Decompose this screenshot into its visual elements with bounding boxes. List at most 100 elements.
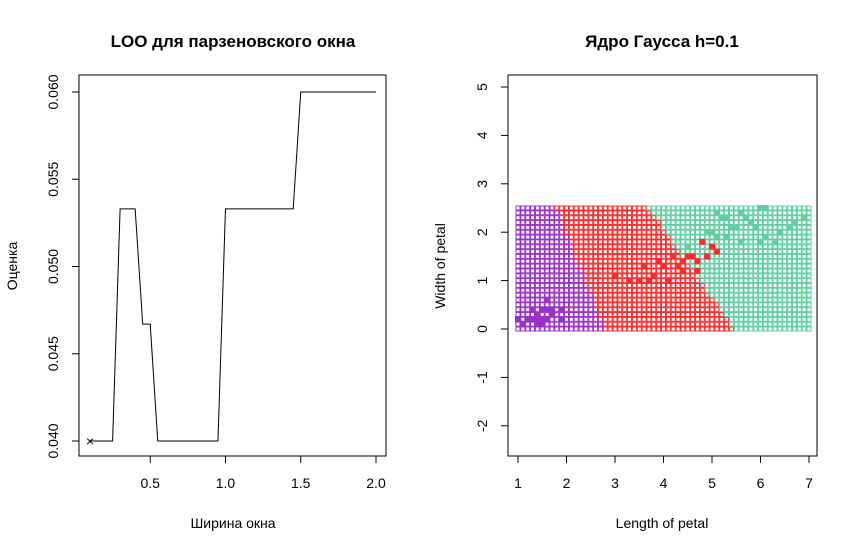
grid-cell (787, 215, 793, 221)
right-y-tick-label: 3 (474, 180, 490, 188)
grid-cell (651, 302, 657, 308)
grid-cell (588, 273, 594, 279)
grid-cell (690, 205, 696, 211)
grid-cell (525, 287, 531, 293)
grid-cell (806, 316, 812, 322)
grid-cell (680, 316, 686, 322)
grid-cell (743, 282, 749, 288)
grid-cell (772, 229, 778, 235)
grid-cell (636, 253, 642, 259)
left-y-tick-label: 0.050 (45, 249, 61, 284)
grid-cell (583, 297, 589, 303)
grid-cell (675, 278, 681, 284)
grid-cell (724, 297, 730, 303)
grid-cell (520, 273, 526, 279)
data-point (529, 306, 536, 313)
grid-cell (762, 220, 768, 226)
grid-cell (743, 234, 749, 240)
grid-cell (651, 326, 657, 332)
grid-cell (549, 215, 555, 221)
grid-cell (641, 215, 647, 221)
grid-cell (588, 326, 594, 332)
grid-cell (631, 220, 637, 226)
grid-cell (690, 215, 696, 221)
grid-cell (694, 234, 700, 240)
grid-cell (617, 263, 623, 269)
grid-cell (704, 249, 710, 255)
grid-cell (602, 244, 608, 250)
grid-cell (748, 210, 754, 216)
grid-cell (777, 220, 783, 226)
grid-cell (641, 321, 647, 327)
grid-cell (573, 307, 579, 313)
grid-cell (714, 244, 720, 250)
grid-cell (719, 224, 725, 230)
grid-cell (791, 316, 797, 322)
grid-cell (622, 205, 628, 211)
grid-cell (583, 224, 589, 230)
grid-cell (573, 234, 579, 240)
grid-cell (728, 326, 734, 332)
grid-cell (661, 234, 666, 240)
data-points (515, 205, 808, 328)
grid-cell (607, 316, 613, 322)
grid-cell (728, 278, 734, 284)
grid-cell (758, 215, 763, 221)
grid-cell (539, 302, 545, 308)
grid-cell (690, 287, 696, 293)
grid-cell (719, 220, 725, 226)
grid-cell (588, 292, 594, 298)
grid-cell (597, 220, 603, 226)
grid-cell (641, 268, 647, 274)
grid-cell (670, 224, 676, 230)
grid-cell (724, 278, 730, 284)
grid-cell (559, 297, 565, 303)
data-point (539, 316, 546, 323)
grid-cell (544, 205, 550, 211)
grid-cell (787, 229, 793, 235)
grid-cell (728, 253, 734, 259)
grid-cell (544, 263, 550, 269)
grid-cell (704, 268, 710, 274)
grid-cell (791, 253, 797, 259)
grid-cell (791, 258, 797, 264)
grid-cell (787, 205, 793, 211)
grid-cell (753, 316, 759, 322)
grid-cell (641, 273, 647, 279)
grid-cell (534, 268, 540, 274)
grid-cell (680, 239, 686, 245)
grid-cell (714, 278, 720, 284)
grid-cell (753, 321, 759, 327)
grid-cell (743, 302, 749, 308)
grid-cell (665, 326, 671, 332)
grid-cell (636, 215, 642, 221)
grid-cell (791, 307, 797, 313)
grid-cell (801, 268, 807, 274)
grid-cell (690, 210, 696, 216)
grid-cell (597, 278, 603, 284)
grid-cell (733, 258, 739, 264)
grid-cell (646, 263, 652, 269)
grid-cell (801, 292, 807, 298)
grid-cell (675, 224, 681, 230)
grid-cell (787, 307, 793, 313)
grid-cell (641, 244, 647, 250)
grid-cell (515, 307, 521, 313)
grid-cell (525, 321, 531, 327)
data-point (801, 214, 808, 221)
grid-cell (515, 253, 521, 259)
grid-cell (714, 215, 720, 221)
grid-cell (694, 229, 700, 235)
grid-cell (728, 302, 734, 308)
grid-cell (787, 210, 793, 216)
grid-cell (617, 239, 623, 245)
grid-cell (622, 287, 628, 293)
grid-cell (520, 258, 526, 264)
grid-cell (699, 258, 705, 264)
data-point (694, 258, 701, 265)
grid-cell (670, 297, 676, 303)
data-point (738, 238, 745, 245)
grid-cell (525, 205, 531, 211)
grid-cell (762, 278, 768, 284)
grid-cell (709, 316, 715, 322)
